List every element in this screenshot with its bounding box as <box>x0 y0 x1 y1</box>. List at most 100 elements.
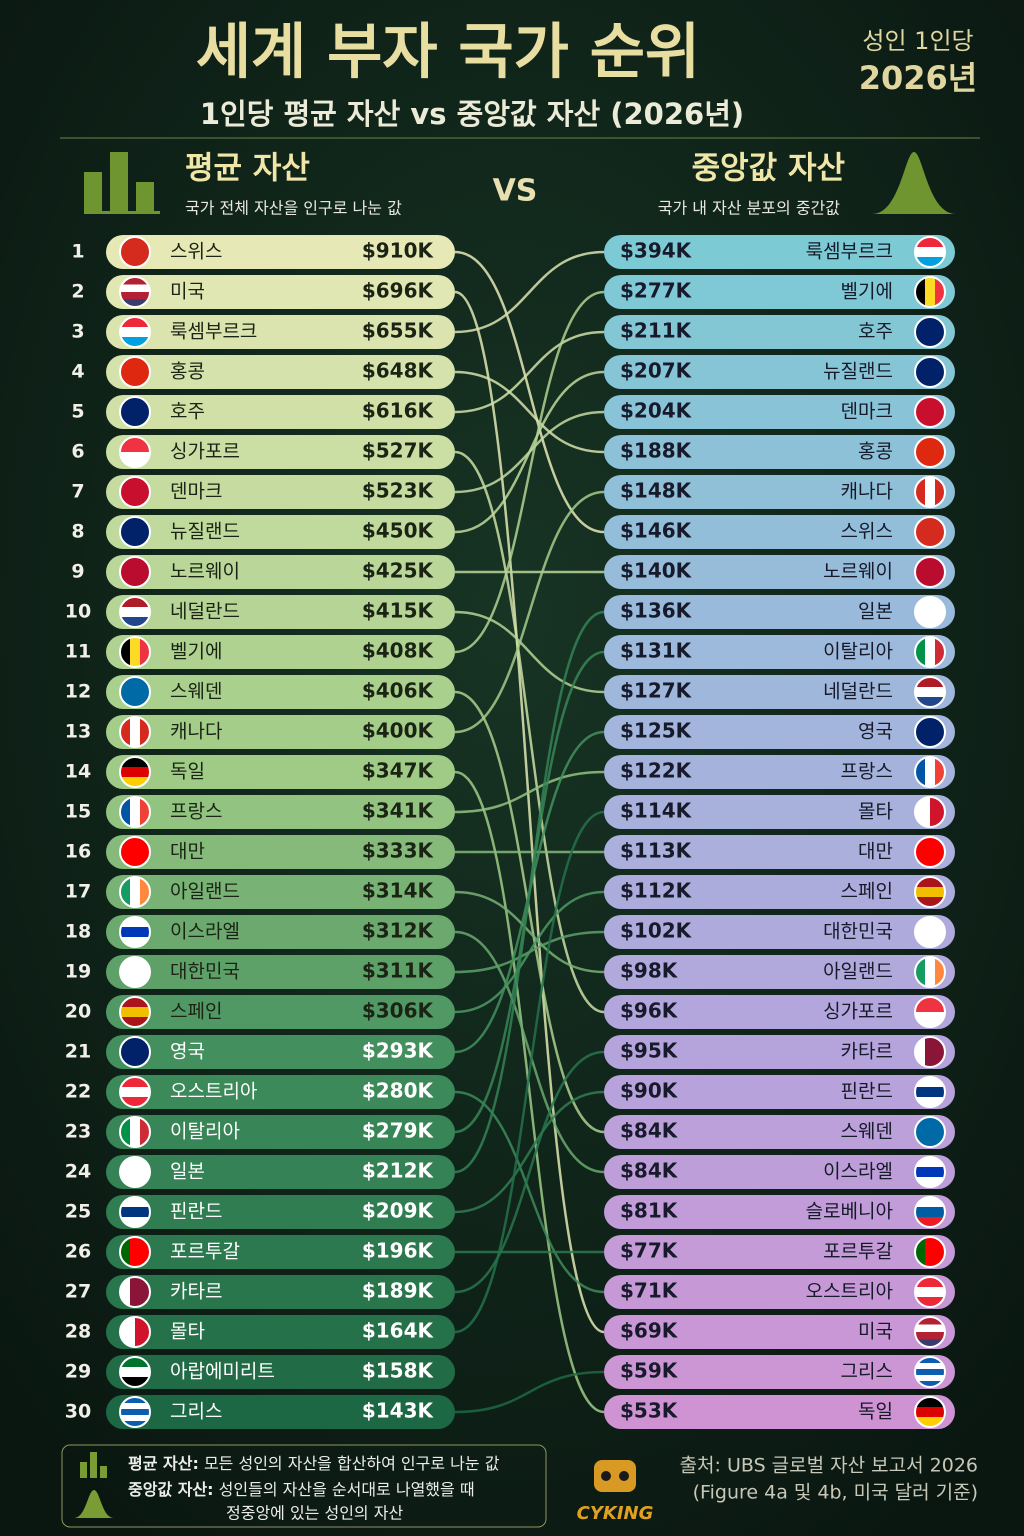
flag-stripe <box>915 1417 945 1427</box>
flag-ring <box>119 1356 151 1388</box>
right-row: $211K 호주 <box>604 315 955 349</box>
flag-ring <box>914 836 946 868</box>
link <box>454 610 605 694</box>
link <box>454 770 605 814</box>
flag-ring <box>914 556 946 588</box>
flag-stripe <box>120 937 150 947</box>
flag-stripe <box>130 637 141 667</box>
flag-stripe <box>120 637 131 667</box>
flag-stripe <box>915 1207 945 1218</box>
median-value: $136K <box>620 599 693 623</box>
median-value: $71K <box>620 1279 679 1303</box>
right-pill <box>604 235 955 269</box>
left-pill <box>106 395 455 429</box>
left-pill <box>106 1315 455 1349</box>
average-value: $648K <box>362 359 435 383</box>
flag <box>915 1077 945 1107</box>
flag <box>915 637 945 667</box>
link <box>454 250 605 534</box>
flag-ring <box>119 556 151 588</box>
link <box>454 370 605 454</box>
flag-stripe <box>915 997 945 1013</box>
left-row: 12 스웨덴 $406K <box>65 675 455 709</box>
flag-stripe <box>120 767 150 778</box>
left-row: 13 캐나다 $400K <box>65 715 455 749</box>
median-value: $90K <box>620 1079 679 1103</box>
right-row: $127K 네덜란드 <box>604 675 955 709</box>
left-row: 20 스페인 $306K <box>65 995 455 1029</box>
flag-stripe <box>120 1421 150 1427</box>
flag-ring <box>119 876 151 908</box>
flag-ring <box>914 996 946 1028</box>
right-pill <box>604 915 955 949</box>
legend-term: 중앙값 자산: <box>128 1480 214 1499</box>
legend-box <box>61 1444 547 1528</box>
average-value: $415K <box>362 599 435 623</box>
country-name: 오스트리아 <box>806 1281 893 1303</box>
flag <box>120 717 150 747</box>
average-value: $425K <box>362 559 435 583</box>
left-row: 29 아랍에미리트 $158K <box>65 1355 455 1389</box>
flag-ring <box>914 356 946 388</box>
median-value: $81K <box>620 1199 679 1223</box>
country-name: 핀란드 <box>841 1081 893 1103</box>
median-value: $146K <box>620 519 693 543</box>
left-pill <box>106 795 455 829</box>
right-row: $69K 미국 <box>604 1315 955 1349</box>
rank: 12 <box>65 681 91 703</box>
right-pill <box>604 595 955 629</box>
flag-stripe <box>140 877 150 907</box>
flag-ring <box>119 996 151 1028</box>
country-name: 미국 <box>858 1321 893 1343</box>
country-name: 뉴질랜드 <box>823 361 893 383</box>
flag <box>915 237 945 267</box>
flag-stripe <box>140 717 150 747</box>
average-value: $196K <box>362 1239 435 1263</box>
median-value: $394K <box>620 239 693 263</box>
country-name: 벨기에 <box>170 641 222 663</box>
flag <box>915 1197 945 1227</box>
flag-stripe <box>120 1237 131 1267</box>
flag <box>120 1117 150 1147</box>
left-row: 24 일본 $212K <box>65 1155 455 1189</box>
left-pill <box>106 715 455 749</box>
flag-stripe <box>925 1037 936 1067</box>
flag-stripe <box>120 1217 150 1227</box>
flag-stripe <box>120 1097 150 1107</box>
flag-ring <box>119 436 151 468</box>
left-pill <box>106 635 455 669</box>
median-value: $95K <box>620 1039 679 1063</box>
average-value: $312K <box>362 919 435 943</box>
flag-stripe <box>935 1237 945 1267</box>
flag-stripe <box>120 1017 150 1027</box>
country-name: 카타르 <box>170 1281 222 1303</box>
left-pill <box>106 515 455 549</box>
left-row: 25 핀란드 $209K <box>65 1195 455 1229</box>
flag-stripe <box>915 1297 945 1307</box>
rank: 3 <box>71 321 84 343</box>
right-row: $77K 포르투갈 <box>604 1235 955 1269</box>
flag-ring <box>914 676 946 708</box>
flag-stripe <box>925 637 936 667</box>
flag-ring <box>914 956 946 988</box>
logo-icon <box>594 1460 636 1492</box>
country-name: 몰타 <box>858 801 893 823</box>
flag-stripe <box>915 1167 945 1178</box>
flag-stripe <box>915 797 931 827</box>
link <box>454 1050 605 1294</box>
right-row: $114K 몰타 <box>604 795 955 829</box>
right-row: $204K 덴마크 <box>604 395 955 429</box>
flag-stripe <box>915 1177 945 1187</box>
rank: 15 <box>65 801 91 823</box>
flag-stripe <box>915 1357 945 1364</box>
country-name: 룩셈부르크 <box>806 241 893 263</box>
flag <box>120 877 150 907</box>
flag <box>120 637 150 667</box>
average-value: $143K <box>362 1399 435 1423</box>
average-value: $523K <box>362 479 435 503</box>
left-pill <box>106 435 455 469</box>
median-value: $112K <box>620 879 693 903</box>
flag <box>915 1157 945 1187</box>
country-name: 그리스 <box>170 1401 222 1423</box>
country-name: 벨기에 <box>841 281 893 303</box>
